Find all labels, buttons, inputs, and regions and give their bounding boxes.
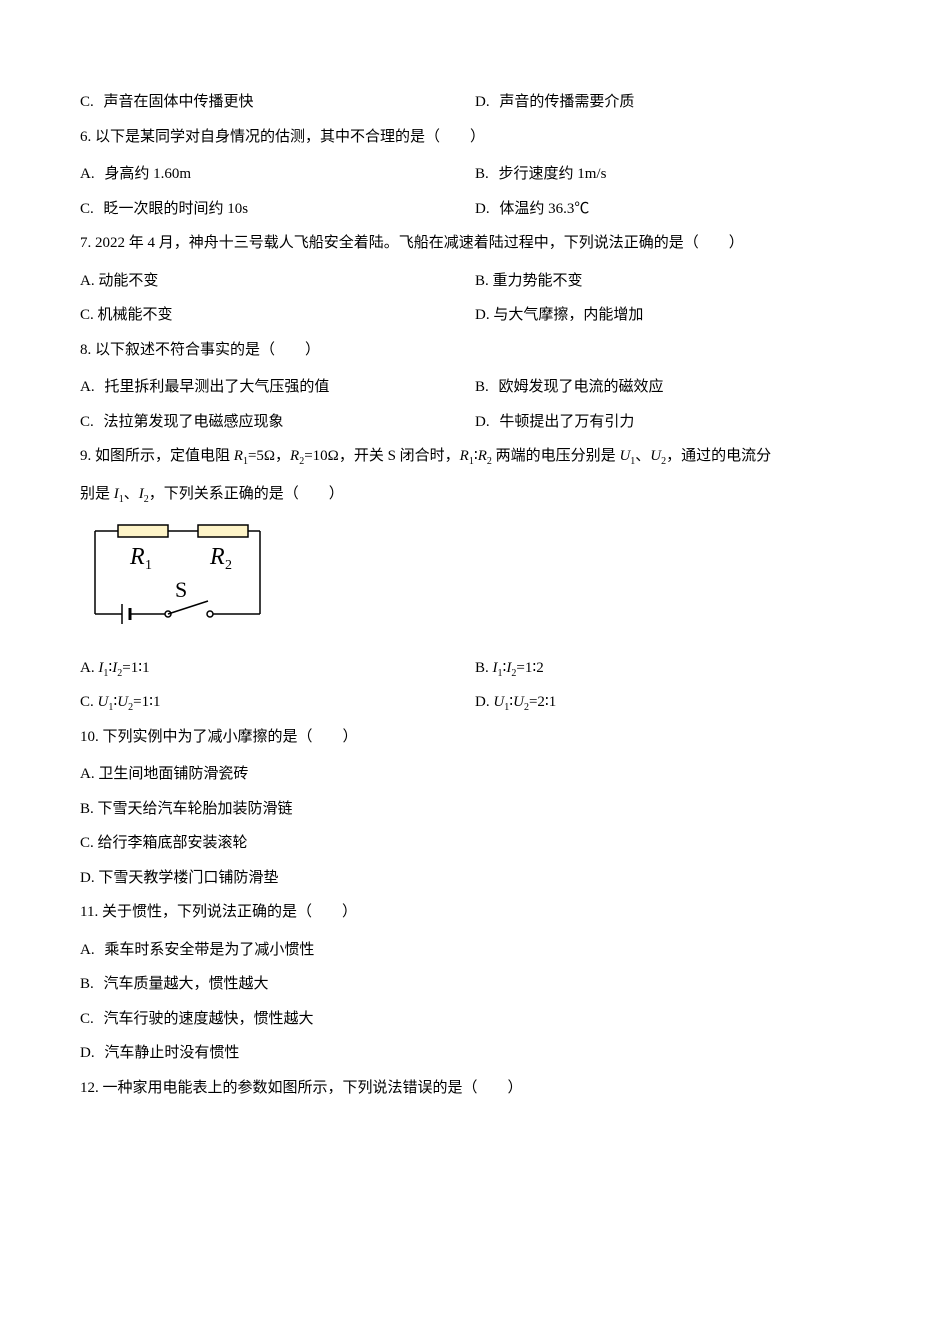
q9-option-d: D. U1∶U2=2∶1: [475, 685, 870, 720]
q6-option-a: A. 身高约 1.60m: [80, 157, 475, 192]
q9-c-text: =1∶1: [133, 694, 160, 710]
q11-stem: 11. 关于惯性，下列说法正确的是（ ）: [80, 895, 870, 930]
q9-eq1: =5Ω，: [248, 448, 290, 464]
q9-option-a: A. I1∶I2=1∶1: [80, 651, 475, 686]
q9-comma2: 、: [124, 486, 139, 502]
q9-b-text: =1∶2: [516, 660, 543, 676]
q5-c-text: 声音在固体中传播更快: [104, 94, 254, 110]
q9-d-prefix: D.: [475, 694, 493, 710]
q9-option-c: C. U1∶U2=1∶1: [80, 685, 475, 720]
q9-b-prefix: B.: [475, 660, 493, 676]
q7-option-d: D. 与大气摩擦，内能增加: [475, 298, 870, 333]
q11-b-text: 汽车质量越大，惯性越大: [104, 976, 269, 992]
q11-option-a: A. 乘车时系安全带是为了减小惯性: [80, 933, 870, 968]
q9-line2-2: ，下列关系正确的是（ ）: [149, 486, 344, 502]
q11-a-text: 乘车时系安全带是为了减小惯性: [104, 942, 314, 958]
q7-option-a: A. 动能不变: [80, 264, 475, 299]
q8-a-text: 托里拆利最早测出了大气压强的值: [104, 379, 329, 395]
q6-stem: 6. 以下是某同学对自身情况的估测，其中不合理的是（ ）: [80, 120, 870, 155]
q9-text-2: 两端的电压分别是: [492, 448, 620, 464]
circuit-diagram: R 1 R 2 S: [80, 519, 870, 643]
q8-option-a: A. 托里拆利最早测出了大气压强的值: [80, 370, 475, 405]
q9-r2: R: [290, 448, 299, 464]
q9-text-1: 9. 如图所示，定值电阻: [80, 448, 234, 464]
q9-c-prefix: C.: [80, 694, 98, 710]
q6-option-d: D. 体温约 36.3℃: [475, 192, 870, 227]
q9-line2-1: 别是: [80, 486, 114, 502]
circuit-r1-sub: 1: [145, 558, 152, 573]
q5-option-d: D. 声音的传播需要介质: [475, 85, 870, 120]
option-label-a: A.: [80, 166, 95, 182]
q8-stem: 8. 以下叙述不符合事实的是（ ）: [80, 333, 870, 368]
q10-option-c: C. 给行李箱底部安装滚轮: [80, 826, 870, 861]
option-label-a: A.: [80, 942, 95, 958]
option-label-c: C.: [80, 94, 94, 110]
option-label-b: B.: [475, 166, 489, 182]
q6-option-c: C. 眨一次眼的时间约 10s: [80, 192, 475, 227]
q10-stem: 10. 下列实例中为了减小摩擦的是（ ）: [80, 720, 870, 755]
q9-c-u1: U: [98, 694, 109, 710]
q9-u1: U: [619, 448, 630, 464]
option-label-b: B.: [475, 379, 489, 395]
q8-c-text: 法拉第发现了电磁感应现象: [104, 414, 284, 430]
q6-option-b: B. 步行速度约 1m/s: [475, 157, 870, 192]
q11-option-d: D. 汽车静止时没有惯性: [80, 1036, 870, 1071]
option-label-d: D.: [475, 414, 490, 430]
q8-b-text: 欧姆发现了电流的磁效应: [499, 379, 664, 395]
q9-stem-line2: 别是 I1、I2，下列关系正确的是（ ）: [80, 477, 870, 512]
q9-text-3: ，通过的电流分: [666, 448, 771, 464]
q10-option-b: B. 下雪天给汽车轮胎加装防滑链: [80, 792, 870, 827]
q6-c-text: 眨一次眼的时间约 10s: [104, 201, 249, 217]
q9-u2: U: [650, 448, 661, 464]
circuit-svg: R 1 R 2 S: [80, 519, 275, 629]
q6-b-text: 步行速度约 1m/s: [499, 166, 607, 182]
q7-stem: 7. 2022 年 4 月，神舟十三号载人飞船安全着陆。飞船在减速着陆过程中，下…: [80, 226, 870, 261]
q9-a-text: =1∶1: [122, 660, 149, 676]
option-label-d: D.: [475, 94, 490, 110]
q9-r1: R: [234, 448, 243, 464]
circuit-r1-label: R: [129, 544, 145, 570]
option-label-c: C.: [80, 414, 94, 430]
q8-option-c: C. 法拉第发现了电磁感应现象: [80, 405, 475, 440]
q9-r1b: R: [460, 448, 469, 464]
q11-option-c: C. 汽车行驶的速度越快，惯性越大: [80, 1002, 870, 1037]
circuit-switch-label: S: [175, 577, 187, 602]
q8-option-d: D. 牛顿提出了万有引力: [475, 405, 870, 440]
q11-option-b: B. 汽车质量越大，惯性越大: [80, 967, 870, 1002]
q7-option-c: C. 机械能不变: [80, 298, 475, 333]
q9-comma1: 、: [635, 448, 650, 464]
q7-option-b: B. 重力势能不变: [475, 264, 870, 299]
q9-r2b: R: [478, 448, 487, 464]
q8-d-text: 牛顿提出了万有引力: [499, 414, 634, 430]
q6-a-text: 身高约 1.60m: [104, 166, 191, 182]
q9-d-text: =2∶1: [529, 694, 556, 710]
option-label-d: D.: [80, 1045, 95, 1061]
circuit-r2-label: R: [209, 544, 225, 570]
q10-option-d: D. 下雪天教学楼门口铺防滑垫: [80, 861, 870, 896]
q11-d-text: 汽车静止时没有惯性: [104, 1045, 239, 1061]
option-label-c: C.: [80, 201, 94, 217]
q9-c-u2: U: [117, 694, 128, 710]
option-label-b: B.: [80, 976, 94, 992]
q6-d-text: 体温约 36.3℃: [499, 201, 589, 217]
q5-d-text: 声音的传播需要介质: [499, 94, 634, 110]
q10-option-a: A. 卫生间地面铺防滑瓷砖: [80, 757, 870, 792]
q9-stem-line1: 9. 如图所示，定值电阻 R1=5Ω，R2=10Ω，开关 S 闭合时，R1∶R2…: [80, 439, 870, 474]
q8-option-b: B. 欧姆发现了电流的磁效应: [475, 370, 870, 405]
q9-eq2: =10Ω，开关 S 闭合时，: [304, 448, 459, 464]
circuit-r2-sub: 2: [225, 558, 232, 573]
q9-d-u1: U: [493, 694, 504, 710]
q11-c-text: 汽车行驶的速度越快，惯性越大: [104, 1011, 314, 1027]
option-label-c: C.: [80, 1011, 94, 1027]
option-label-a: A.: [80, 379, 95, 395]
q5-option-c: C. 声音在固体中传播更快: [80, 85, 475, 120]
q9-a-prefix: A.: [80, 660, 98, 676]
q9-d-u2: U: [513, 694, 524, 710]
q12-stem: 12. 一种家用电能表上的参数如图所示，下列说法错误的是（ ）: [80, 1071, 870, 1106]
q9-option-b: B. I1∶I2=1∶2: [475, 651, 870, 686]
option-label-d: D.: [475, 201, 490, 217]
